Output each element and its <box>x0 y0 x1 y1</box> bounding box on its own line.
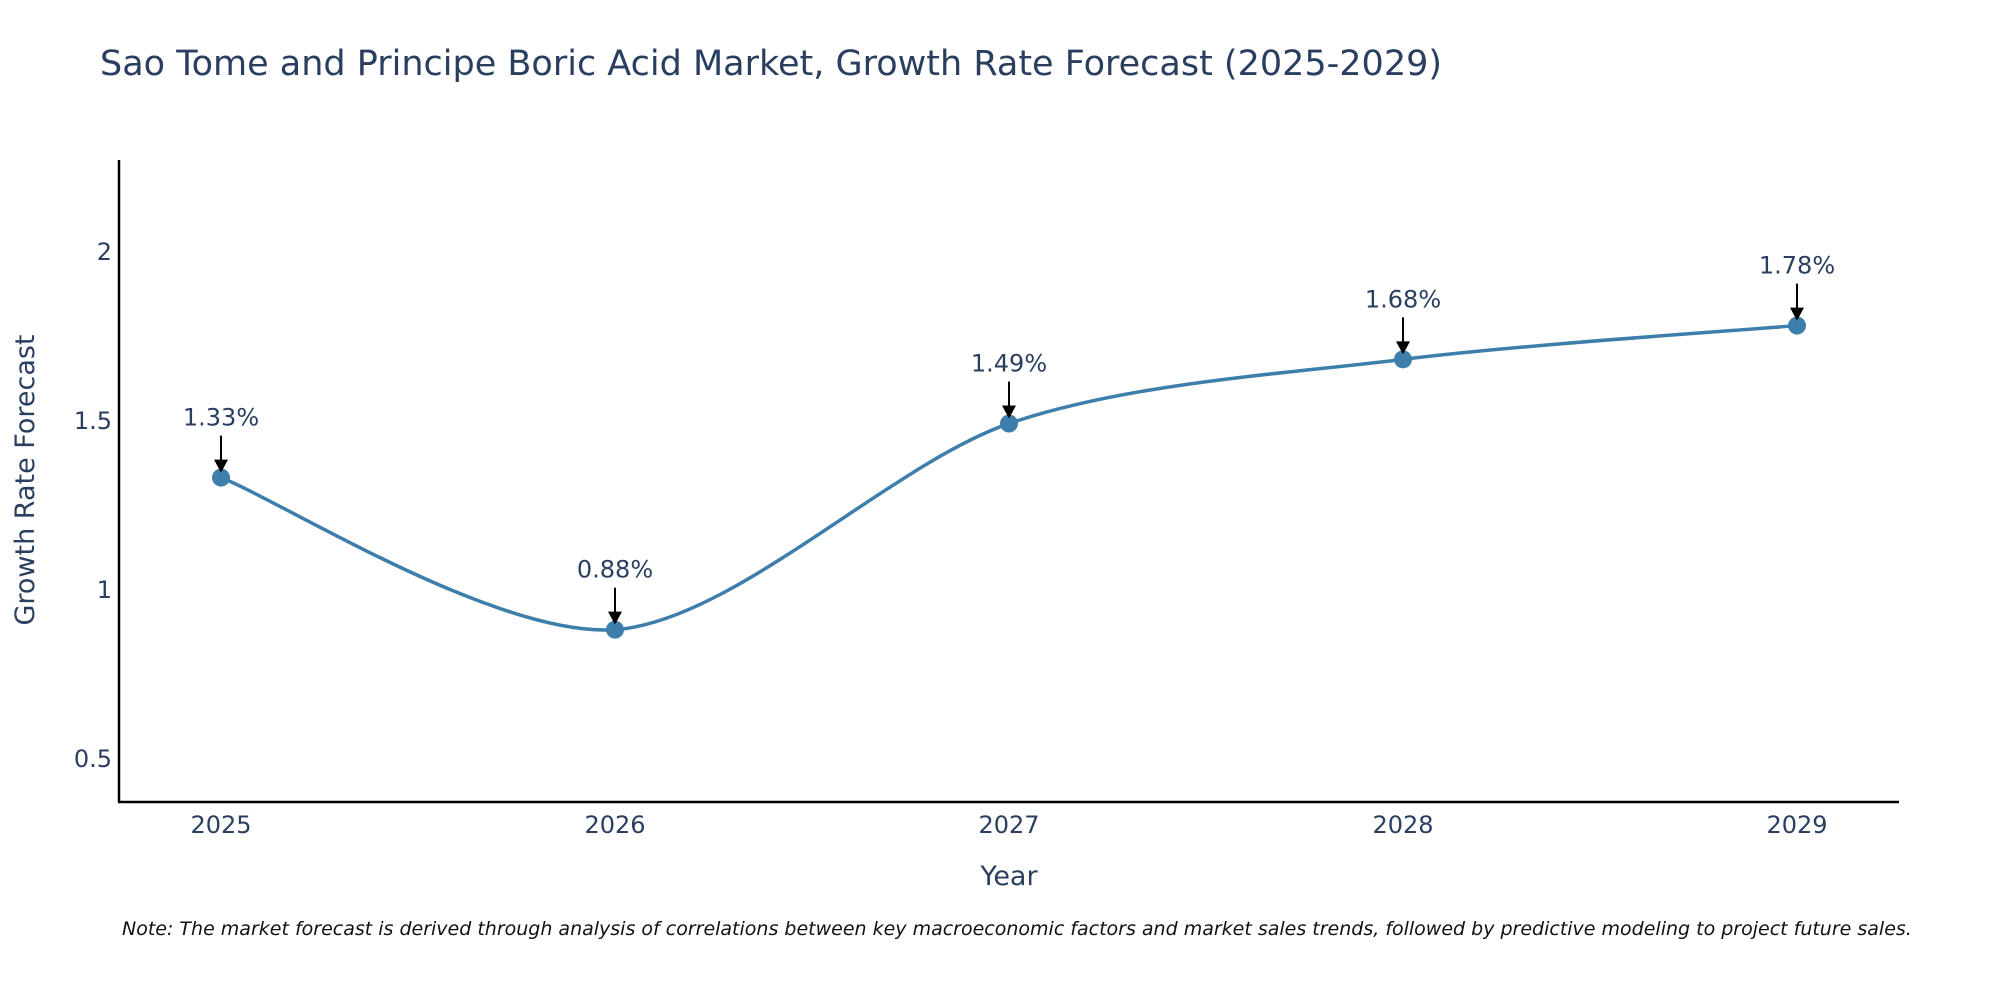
data-point <box>1788 316 1806 335</box>
markers <box>212 316 1806 639</box>
footnote: Note: The market forecast is derived thr… <box>122 918 1912 940</box>
y-tick-label: 0.5 <box>74 745 112 773</box>
y-axis-title: Growth Rate Forecast <box>10 334 41 625</box>
x-tick-label: 2027 <box>978 811 1039 839</box>
y-ticks: 0.5 1 1.5 2 <box>74 238 112 773</box>
x-tick-label: 2026 <box>584 811 645 839</box>
annotation-arrowhead <box>1790 307 1804 321</box>
x-tick-label: 2025 <box>190 811 251 839</box>
data-label: 1.33% <box>183 404 259 432</box>
annotation-arrowhead <box>1396 341 1410 355</box>
x-tick-label: 2028 <box>1372 811 1433 839</box>
x-ticks: 2025 2026 2027 2028 2029 <box>190 811 1827 839</box>
data-point <box>1394 350 1412 369</box>
x-tick-label: 2029 <box>1766 811 1827 839</box>
y-tick-label: 1.5 <box>74 407 112 435</box>
data-point <box>212 468 230 487</box>
chart-title: Sao Tome and Principe Boric Acid Market,… <box>100 44 1443 84</box>
data-label: 1.49% <box>971 350 1047 378</box>
data-label: 0.88% <box>577 556 653 584</box>
axes <box>117 160 1899 804</box>
x-axis-title: Year <box>979 861 1038 892</box>
data-label: 1.68% <box>1365 285 1441 313</box>
y-tick-label: 1 <box>97 576 112 604</box>
y-tick-label: 2 <box>97 238 112 266</box>
data-point <box>606 620 624 639</box>
data-label: 1.78% <box>1759 252 1835 280</box>
data-point <box>1000 414 1018 433</box>
annotation-arrowhead <box>214 459 228 473</box>
annotations: 1.33% 0.88% 1.49% 1.68% 1.78% <box>183 252 1835 625</box>
annotation-arrowhead <box>608 611 622 625</box>
annotation-arrowhead <box>1002 405 1016 419</box>
